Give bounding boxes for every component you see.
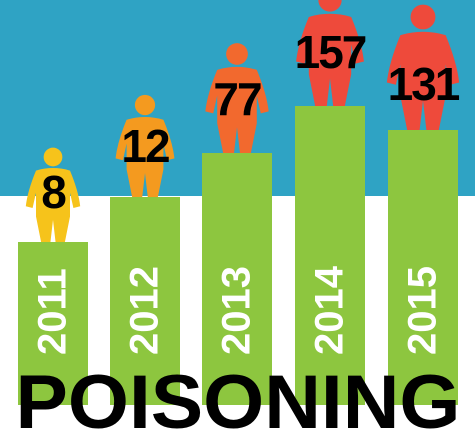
chart-title: POISONING	[16, 360, 461, 430]
value-label: 8	[41, 166, 66, 218]
chart: 2011 8 2012 12 2013 77 2014 157 2015 131 POISONIN…	[0, 0, 475, 430]
figure-head	[44, 148, 63, 167]
figure-head	[135, 95, 155, 115]
value-label: 12	[121, 120, 169, 172]
value-label: 131	[388, 58, 460, 110]
value-label: 77	[213, 73, 261, 125]
figure-head	[411, 5, 436, 30]
year-label: 2011	[31, 268, 75, 355]
year-label: 2013	[215, 266, 259, 355]
year-label: 2014	[308, 265, 352, 355]
year-label: 2012	[123, 266, 167, 355]
year-label: 2015	[401, 266, 445, 355]
figure-head	[226, 43, 248, 65]
value-label: 157	[295, 26, 366, 78]
